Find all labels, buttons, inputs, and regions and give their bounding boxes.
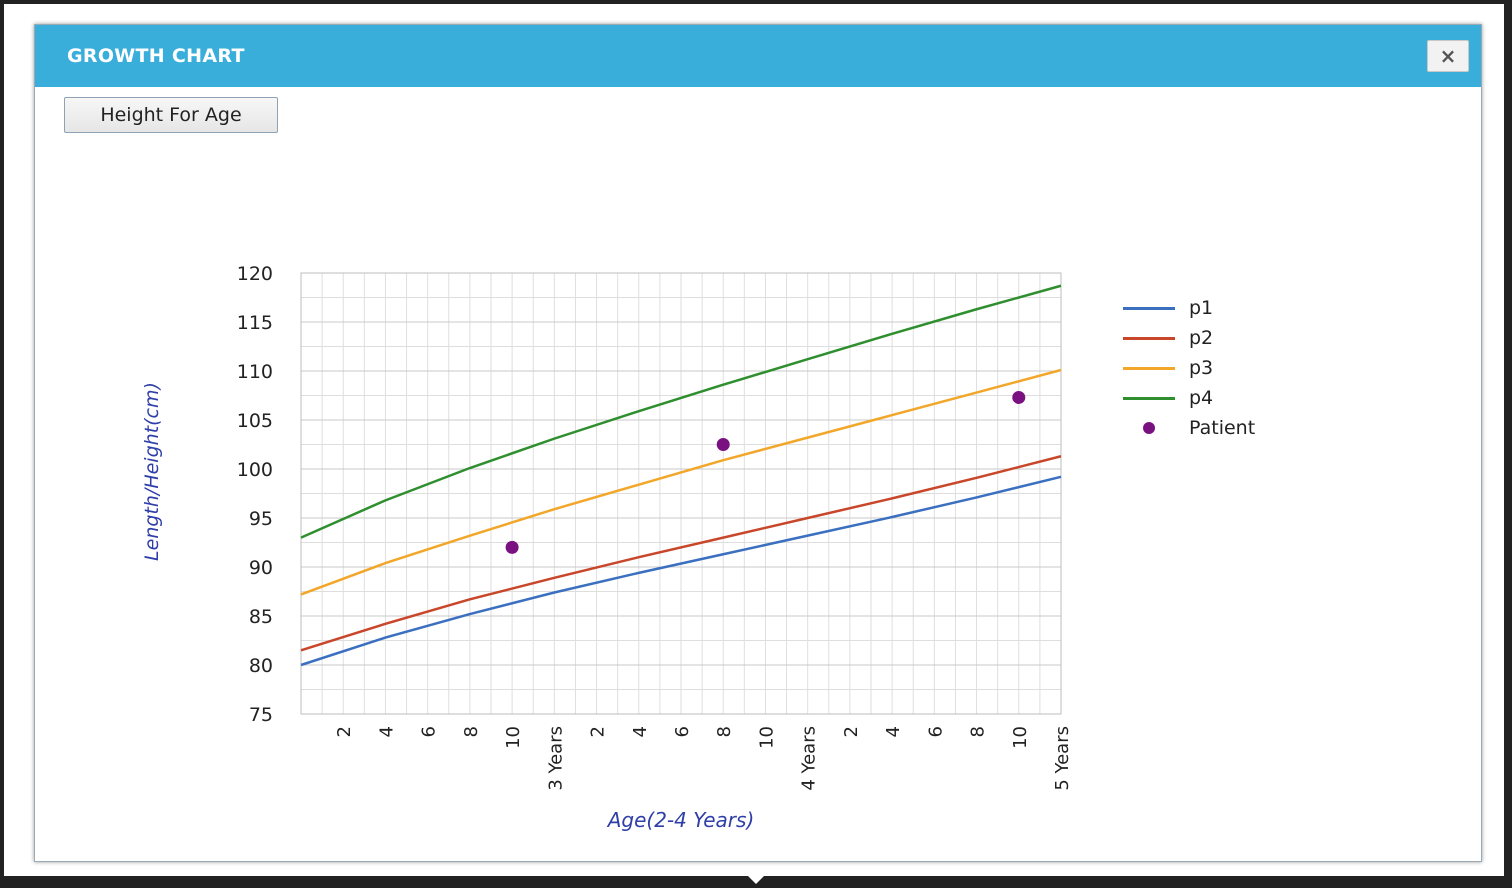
series-line-p1 <box>300 475 1062 667</box>
legend-swatch <box>1123 336 1175 340</box>
chart-legend: p1 p2 p3 p4 Patient <box>1123 293 1323 443</box>
plot-border <box>300 272 1062 715</box>
growth-chart-modal: GROWTH CHART × Height For Age 75 80 85 90 95… <box>34 24 1482 862</box>
legend-item: p3 <box>1123 353 1323 383</box>
y-tick-label: 110 <box>237 361 273 383</box>
legend-label: Patient <box>1189 417 1256 439</box>
y-tick-label: 85 <box>249 606 273 628</box>
x-axis-title: Age(2-4 Years) <box>606 808 755 832</box>
legend-label: p4 <box>1189 387 1214 409</box>
y-tick-label: 75 <box>249 704 273 726</box>
x-tick-label: 4 Years <box>799 726 820 791</box>
series-line-p3 <box>300 368 1062 596</box>
x-tick-label: 10 <box>756 726 777 749</box>
x-tick-label: 8 <box>461 726 482 737</box>
tab-height-for-age[interactable]: Height For Age <box>64 97 278 133</box>
close-button[interactable]: × <box>1427 40 1469 72</box>
growth-chart: 75 80 85 90 95 100 105 110 115 120 2 4 6 8 10 3 Years 2 4… <box>141 263 1073 832</box>
x-tick-label: 8 <box>714 726 735 737</box>
y-tick-label: 105 <box>237 410 273 432</box>
y-tick-label: 100 <box>237 459 273 481</box>
modal-title: GROWTH CHART <box>67 45 245 67</box>
x-tick-label: 4 <box>883 726 904 737</box>
close-icon: × <box>1439 44 1457 68</box>
legend-swatch <box>1123 396 1175 400</box>
x-tick-label: 3 Years <box>545 726 566 791</box>
patient-point <box>1012 390 1026 404</box>
legend-label: p3 <box>1189 357 1214 379</box>
x-tick-label: 6 <box>925 726 946 737</box>
x-tick-label: 2 <box>841 726 862 737</box>
caret-icon <box>748 876 764 884</box>
legend-label: p2 <box>1189 327 1214 349</box>
x-tick-label: 4 <box>630 726 651 737</box>
x-tick-label: 5 Years <box>1052 726 1073 791</box>
legend-item: p4 <box>1123 383 1323 413</box>
patient-point <box>505 540 519 554</box>
x-tick-label: 10 <box>1010 726 1031 749</box>
x-tick-label: 10 <box>503 726 524 749</box>
legend-label: p1 <box>1189 297 1214 319</box>
x-tick-label: 6 <box>419 726 440 737</box>
legend-item: Patient <box>1123 413 1323 443</box>
legend-swatch <box>1123 306 1175 310</box>
y-tick-label: 90 <box>249 557 273 579</box>
series-line-p4 <box>300 284 1062 539</box>
y-tick-label: 95 <box>249 508 273 530</box>
x-tick-label: 2 <box>588 726 609 737</box>
series-line-p2 <box>300 455 1062 652</box>
modal-header: GROWTH CHART × <box>35 25 1481 87</box>
y-tick-label: 120 <box>237 263 273 285</box>
legend-swatch <box>1123 366 1175 370</box>
x-tick-label: 8 <box>968 726 989 737</box>
y-tick-label: 80 <box>249 655 273 677</box>
legend-item: p1 <box>1123 293 1323 323</box>
x-tick-label: 4 <box>376 726 397 737</box>
x-tick-label: 2 <box>334 726 355 737</box>
x-tick-label: 6 <box>672 726 693 737</box>
legend-item: p2 <box>1123 323 1323 353</box>
patient-point <box>716 438 730 451</box>
y-axis-title: Length/Height(cm) <box>141 382 163 561</box>
legend-swatch <box>1123 422 1175 434</box>
y-tick-label: 115 <box>237 312 273 334</box>
